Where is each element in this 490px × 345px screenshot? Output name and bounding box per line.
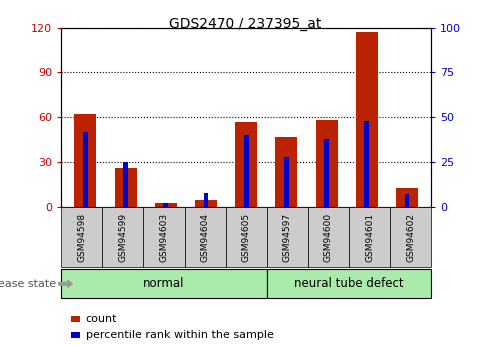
Bar [316,120,338,207]
Text: disease state: disease state [0,279,56,289]
Text: GSM94603: GSM94603 [160,213,169,262]
Bar [155,203,177,207]
Text: GSM94601: GSM94601 [365,213,374,262]
Bar [235,122,257,207]
Bar [275,137,297,207]
Bar [123,162,128,207]
Text: GSM94602: GSM94602 [406,213,415,262]
Bar [244,135,248,207]
Text: normal: normal [143,277,185,290]
Text: GSM94604: GSM94604 [200,213,210,262]
Bar [396,188,418,207]
Bar [74,114,97,207]
Bar [163,204,168,207]
Bar [284,157,289,207]
Bar [115,168,137,207]
Text: GSM94599: GSM94599 [119,213,127,262]
Bar [83,132,88,207]
Bar [356,32,378,207]
Bar [365,121,369,207]
Text: GSM94597: GSM94597 [283,213,292,262]
Text: GDS2470 / 237395_at: GDS2470 / 237395_at [169,17,321,31]
Text: percentile rank within the sample: percentile rank within the sample [86,331,273,340]
Bar [195,199,217,207]
Text: GSM94600: GSM94600 [324,213,333,262]
Text: GSM94605: GSM94605 [242,213,251,262]
Text: neural tube defect: neural tube defect [294,277,404,290]
Bar [324,139,329,207]
Bar [405,195,410,207]
Text: count: count [86,314,117,324]
Bar [204,193,208,207]
Text: GSM94598: GSM94598 [77,213,86,262]
